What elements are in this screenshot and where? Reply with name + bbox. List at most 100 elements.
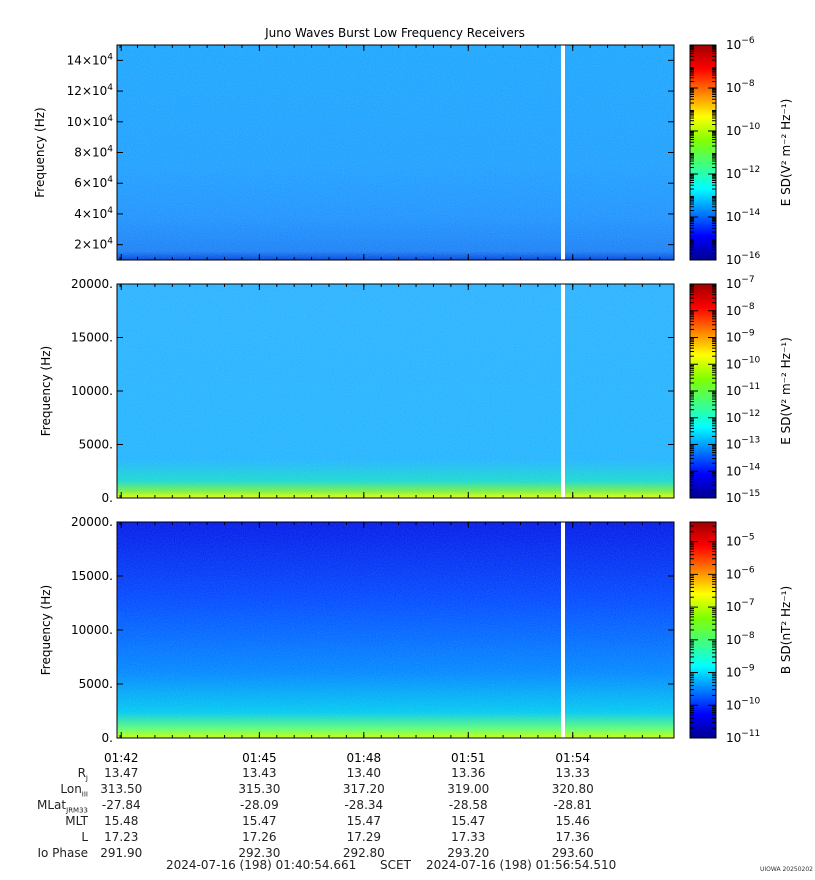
- ephem-value: 15.46: [555, 814, 590, 828]
- ephem-value: 292.30: [238, 846, 281, 860]
- panel-3-ytick-label: 20000.: [71, 515, 113, 529]
- ephem-label: L: [81, 830, 88, 844]
- panel-3-ytick-label: 15000.: [71, 569, 113, 583]
- panel-3-cb-tick-label: 10−11: [726, 729, 760, 745]
- ephem-label: Io Phase: [37, 846, 88, 860]
- ephem-value: 319.00: [447, 782, 490, 796]
- panel-2-cb-tick-label: 10−9: [726, 329, 755, 345]
- ephem-value: 15.47: [451, 814, 486, 828]
- panel-1-cb-tick-label: 10−12: [726, 165, 760, 181]
- panel-2-cb-tick-label: 10−8: [726, 302, 755, 318]
- panel-2-cb-tick-label: 10−13: [726, 436, 760, 452]
- panel-1-cb-tick-label: 10−16: [726, 251, 761, 267]
- chart-title: Juno Waves Burst Low Frequency Receivers: [264, 26, 525, 40]
- ephem-value: 13.33: [555, 766, 590, 780]
- ephem-value: 13.43: [242, 766, 277, 780]
- panel-3-cb-tick-label: 10−9: [726, 664, 755, 680]
- ephem-value: 15.47: [242, 814, 277, 828]
- panel-3-ytick-label: 10000.: [71, 623, 113, 637]
- panel-3-speckle: [117, 522, 674, 738]
- ephem-value: 13.40: [346, 766, 381, 780]
- xtick-label: 01:45: [242, 751, 277, 765]
- ephem-value: 317.20: [342, 782, 385, 796]
- panel-2-ytick-label: 0.: [102, 491, 113, 505]
- panel-2-ylabel: Frequency (Hz): [39, 346, 53, 437]
- panel-3-colorbar: [690, 522, 716, 738]
- ephem-value: 17.29: [346, 830, 381, 844]
- panel-1-cb-tick-label: 10−14: [726, 208, 761, 224]
- ephem-value: -27.84: [101, 798, 141, 812]
- panel-1-ytick-label: 10×104: [67, 114, 114, 129]
- panel-1-ytick-label: 4×104: [74, 206, 113, 221]
- ephem-value: 320.80: [551, 782, 594, 796]
- ephem-value: -28.58: [448, 798, 488, 812]
- ephem-value: -28.09: [240, 798, 279, 812]
- ephem-value: 17.36: [555, 830, 590, 844]
- ephem-value: 17.23: [104, 830, 139, 844]
- ephem-value: 292.80: [342, 846, 385, 860]
- panel-3-cb-tick-label: 10−7: [726, 598, 755, 614]
- panel-1-ytick-label: 8×104: [74, 145, 113, 160]
- ephem-value: 17.26: [242, 830, 277, 844]
- panel-3-colorbar-label: B SD(nT² Hz⁻¹): [779, 586, 793, 674]
- ephem-value: 13.36: [451, 766, 486, 780]
- ephem-value: -28.81: [553, 798, 593, 812]
- uiowa-stamp: UIOWA 20250202: [759, 866, 813, 873]
- xtick-label: 01:51: [451, 751, 486, 765]
- ephem-value: 15.47: [346, 814, 381, 828]
- ephem-value: 293.60: [551, 846, 594, 860]
- panel-3-ylabel: Frequency (Hz): [39, 585, 53, 676]
- panel-1-colorbar-label: E SD(V² m⁻² Hz⁻¹): [779, 99, 793, 207]
- panel-2-cb-tick-label: 10−7: [726, 275, 755, 291]
- panel-1-ytick-label: 12×104: [67, 83, 114, 98]
- ephem-label: MLatJRM33: [37, 798, 88, 815]
- panel-2-cb-tick-label: 10−10: [726, 355, 761, 371]
- panel-3-cb-tick-label: 10−10: [726, 696, 761, 712]
- ephem-value: 315.30: [238, 782, 281, 796]
- panel-3-data-gap: [561, 522, 565, 738]
- panel-2-cb-tick-label: 10−15: [726, 489, 760, 505]
- panel-2-data-gap: [561, 284, 565, 498]
- xtick-label: 01:54: [555, 751, 590, 765]
- panel-2-cb-tick-label: 10−14: [726, 462, 761, 478]
- panel-2-speckle: [117, 284, 674, 498]
- ephem-value: 13.47: [104, 766, 139, 780]
- panel-3-ytick-label: 5000.: [79, 677, 113, 691]
- panel-1-ylabel: Frequency (Hz): [33, 107, 47, 198]
- panel-1-speckle: [117, 45, 674, 260]
- panel-1-ytick-label: 6×104: [74, 175, 113, 190]
- footer-scet-label: SCET: [380, 858, 411, 872]
- ephem-value: 291.90: [100, 846, 143, 860]
- panel-3-cb-tick-label: 10−6: [726, 565, 755, 581]
- panel-1-colorbar-frame: [689, 44, 717, 261]
- xtick-label: 01:48: [347, 751, 382, 765]
- panel-3-cb-tick-label: 10−5: [726, 533, 755, 549]
- panel-1-cb-tick-label: 10−8: [726, 79, 755, 95]
- panel-2-cb-tick-label: 10−11: [726, 382, 760, 398]
- panel-2-ytick-label: 5000.: [79, 438, 113, 452]
- ephem-label: MLT: [65, 814, 88, 828]
- panel-2-ytick-label: 10000.: [71, 384, 113, 398]
- ephem-value: 313.50: [100, 782, 143, 796]
- footer-end-time: 2024-07-16 (198) 01:56:54.510: [426, 858, 617, 872]
- ephem-value: -28.34: [344, 798, 384, 812]
- ephem-label: RJ: [77, 766, 88, 783]
- ephem-value: 15.48: [104, 814, 139, 828]
- panel-1-data-gap: [561, 45, 565, 260]
- panel-1-cb-tick-label: 10−6: [726, 36, 755, 52]
- ephem-value: 17.33: [451, 830, 486, 844]
- panel-3-ytick-label: 0.: [102, 731, 113, 745]
- panel-1-ytick-label: 14×104: [67, 52, 114, 67]
- panel-1-cb-tick-label: 10−10: [726, 122, 761, 138]
- ephem-label: LonIII: [60, 782, 88, 799]
- panel-2-colorbar-label: E SD(V² m⁻² Hz⁻¹): [779, 337, 793, 445]
- panel-2-ytick-label: 15000.: [71, 331, 113, 345]
- panel-3-cb-tick-label: 10−8: [726, 631, 755, 647]
- ephem-value: 293.20: [447, 846, 490, 860]
- panel-1-colorbar: [690, 45, 716, 260]
- panel-1-ytick-label: 2×104: [74, 237, 113, 252]
- footer-start-time: 2024-07-16 (198) 01:40:54.661: [166, 858, 357, 872]
- panel-2-cb-tick-label: 10−12: [726, 409, 760, 425]
- xtick-label: 01:42: [104, 751, 139, 765]
